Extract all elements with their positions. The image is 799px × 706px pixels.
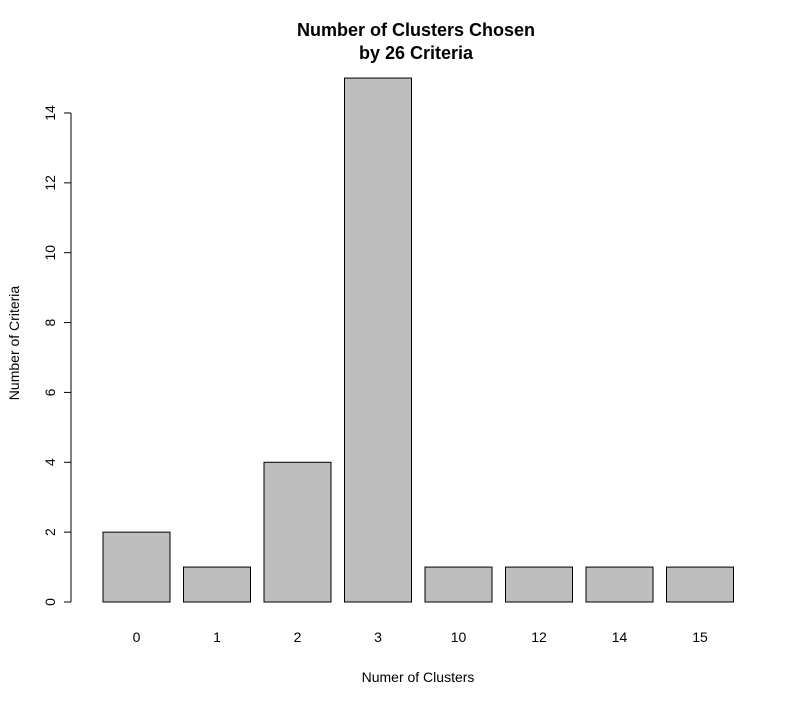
y-axis-label: Number of Criteria <box>6 286 22 401</box>
y-tick-label: 14 <box>42 105 58 121</box>
y-tick-label: 6 <box>42 388 58 396</box>
bar-1 <box>183 566 251 603</box>
bar-2 <box>263 461 332 603</box>
bar-15 <box>666 566 734 603</box>
x-tick-label: 1 <box>213 629 221 645</box>
bar-3 <box>344 77 412 603</box>
x-tick-label: 3 <box>374 629 382 645</box>
x-tick-label: 2 <box>294 629 302 645</box>
y-tick-label: 2 <box>42 528 58 536</box>
x-tick-labels: 0 1 2 3 10 12 14 15 <box>133 629 708 645</box>
bar-0 <box>102 531 171 603</box>
chart-title-line-1: Number of Clusters Chosen <box>297 20 535 40</box>
x-tick-label: 15 <box>692 629 708 645</box>
bar-10 <box>424 566 493 603</box>
y-tick-label: 10 <box>42 245 58 261</box>
y-tick-label: 12 <box>42 175 58 191</box>
bars-group <box>102 77 734 603</box>
x-axis-label: Numer of Clusters <box>362 669 475 685</box>
y-tick-label: 8 <box>42 318 58 326</box>
chart-title-line-2: by 26 Criteria <box>359 43 474 63</box>
x-tick-label: 14 <box>612 629 628 645</box>
x-tick-label: 10 <box>451 629 467 645</box>
x-tick-label: 12 <box>531 629 547 645</box>
bar-12 <box>505 566 573 603</box>
y-tick-label: 4 <box>42 458 58 466</box>
x-tick-label: 0 <box>133 629 141 645</box>
y-tick-label: 0 <box>42 598 58 606</box>
y-axis: 0 2 4 6 8 10 12 14 <box>42 105 72 606</box>
bar-14 <box>585 566 654 603</box>
